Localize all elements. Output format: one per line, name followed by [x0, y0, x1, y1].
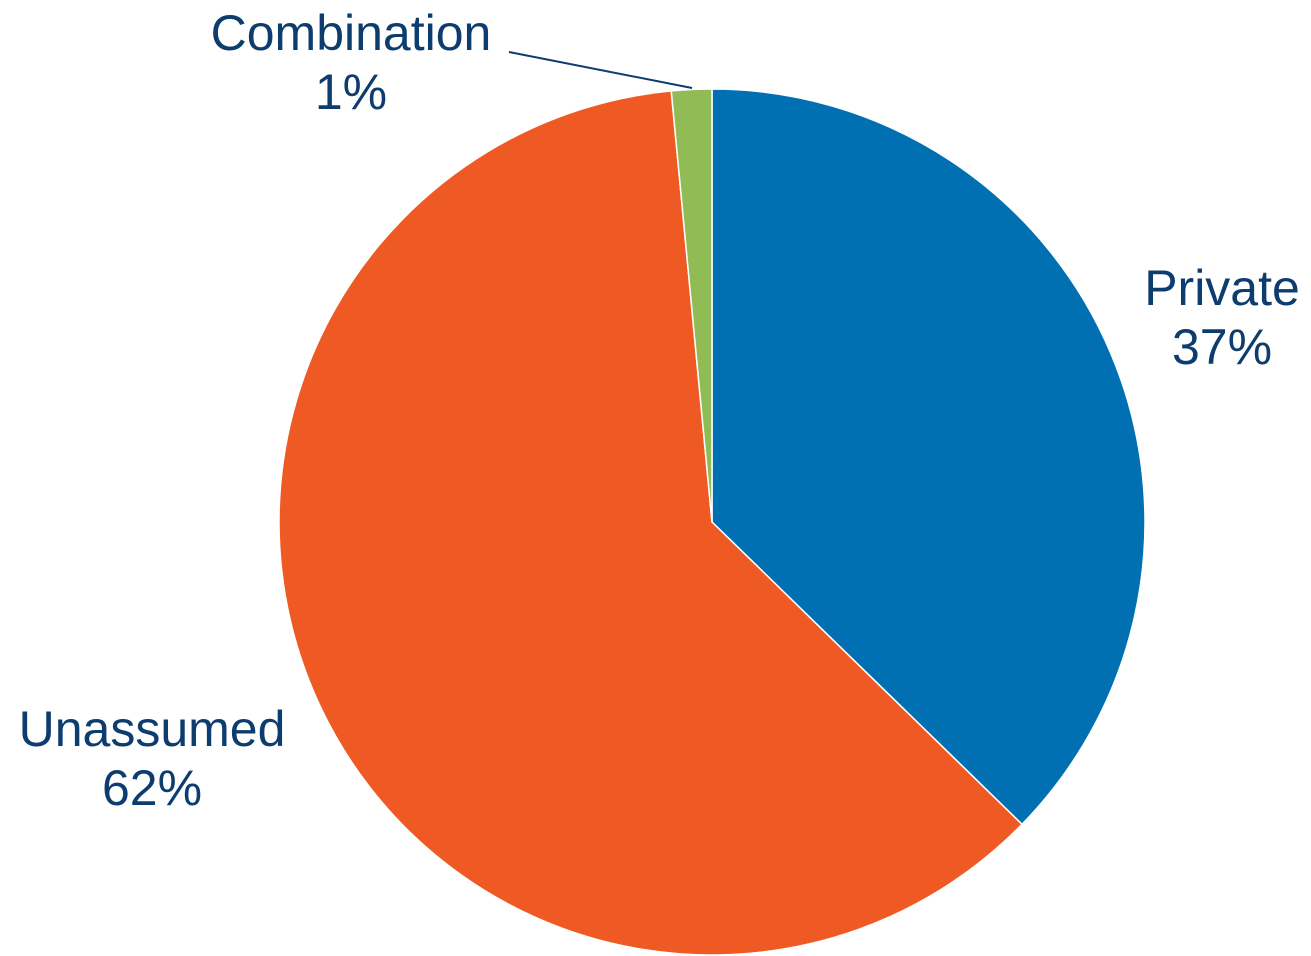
combination-slice-percent: 1% [315, 64, 387, 120]
pie-slice-combination [670, 88, 713, 523]
private-slice-label: Private [1144, 260, 1300, 316]
pie-slice-private [711, 88, 1146, 826]
combination-leader-line [508, 51, 693, 89]
unassumed-slice-label: Unassumed [19, 701, 286, 757]
private-slice-percent: 37% [1172, 319, 1272, 375]
combination-slice-label: Combination [211, 5, 492, 61]
unassumed-slice-percent: 62% [102, 760, 202, 816]
pie-slice-unassumed [278, 90, 1024, 956]
pie-slices [278, 88, 1146, 956]
